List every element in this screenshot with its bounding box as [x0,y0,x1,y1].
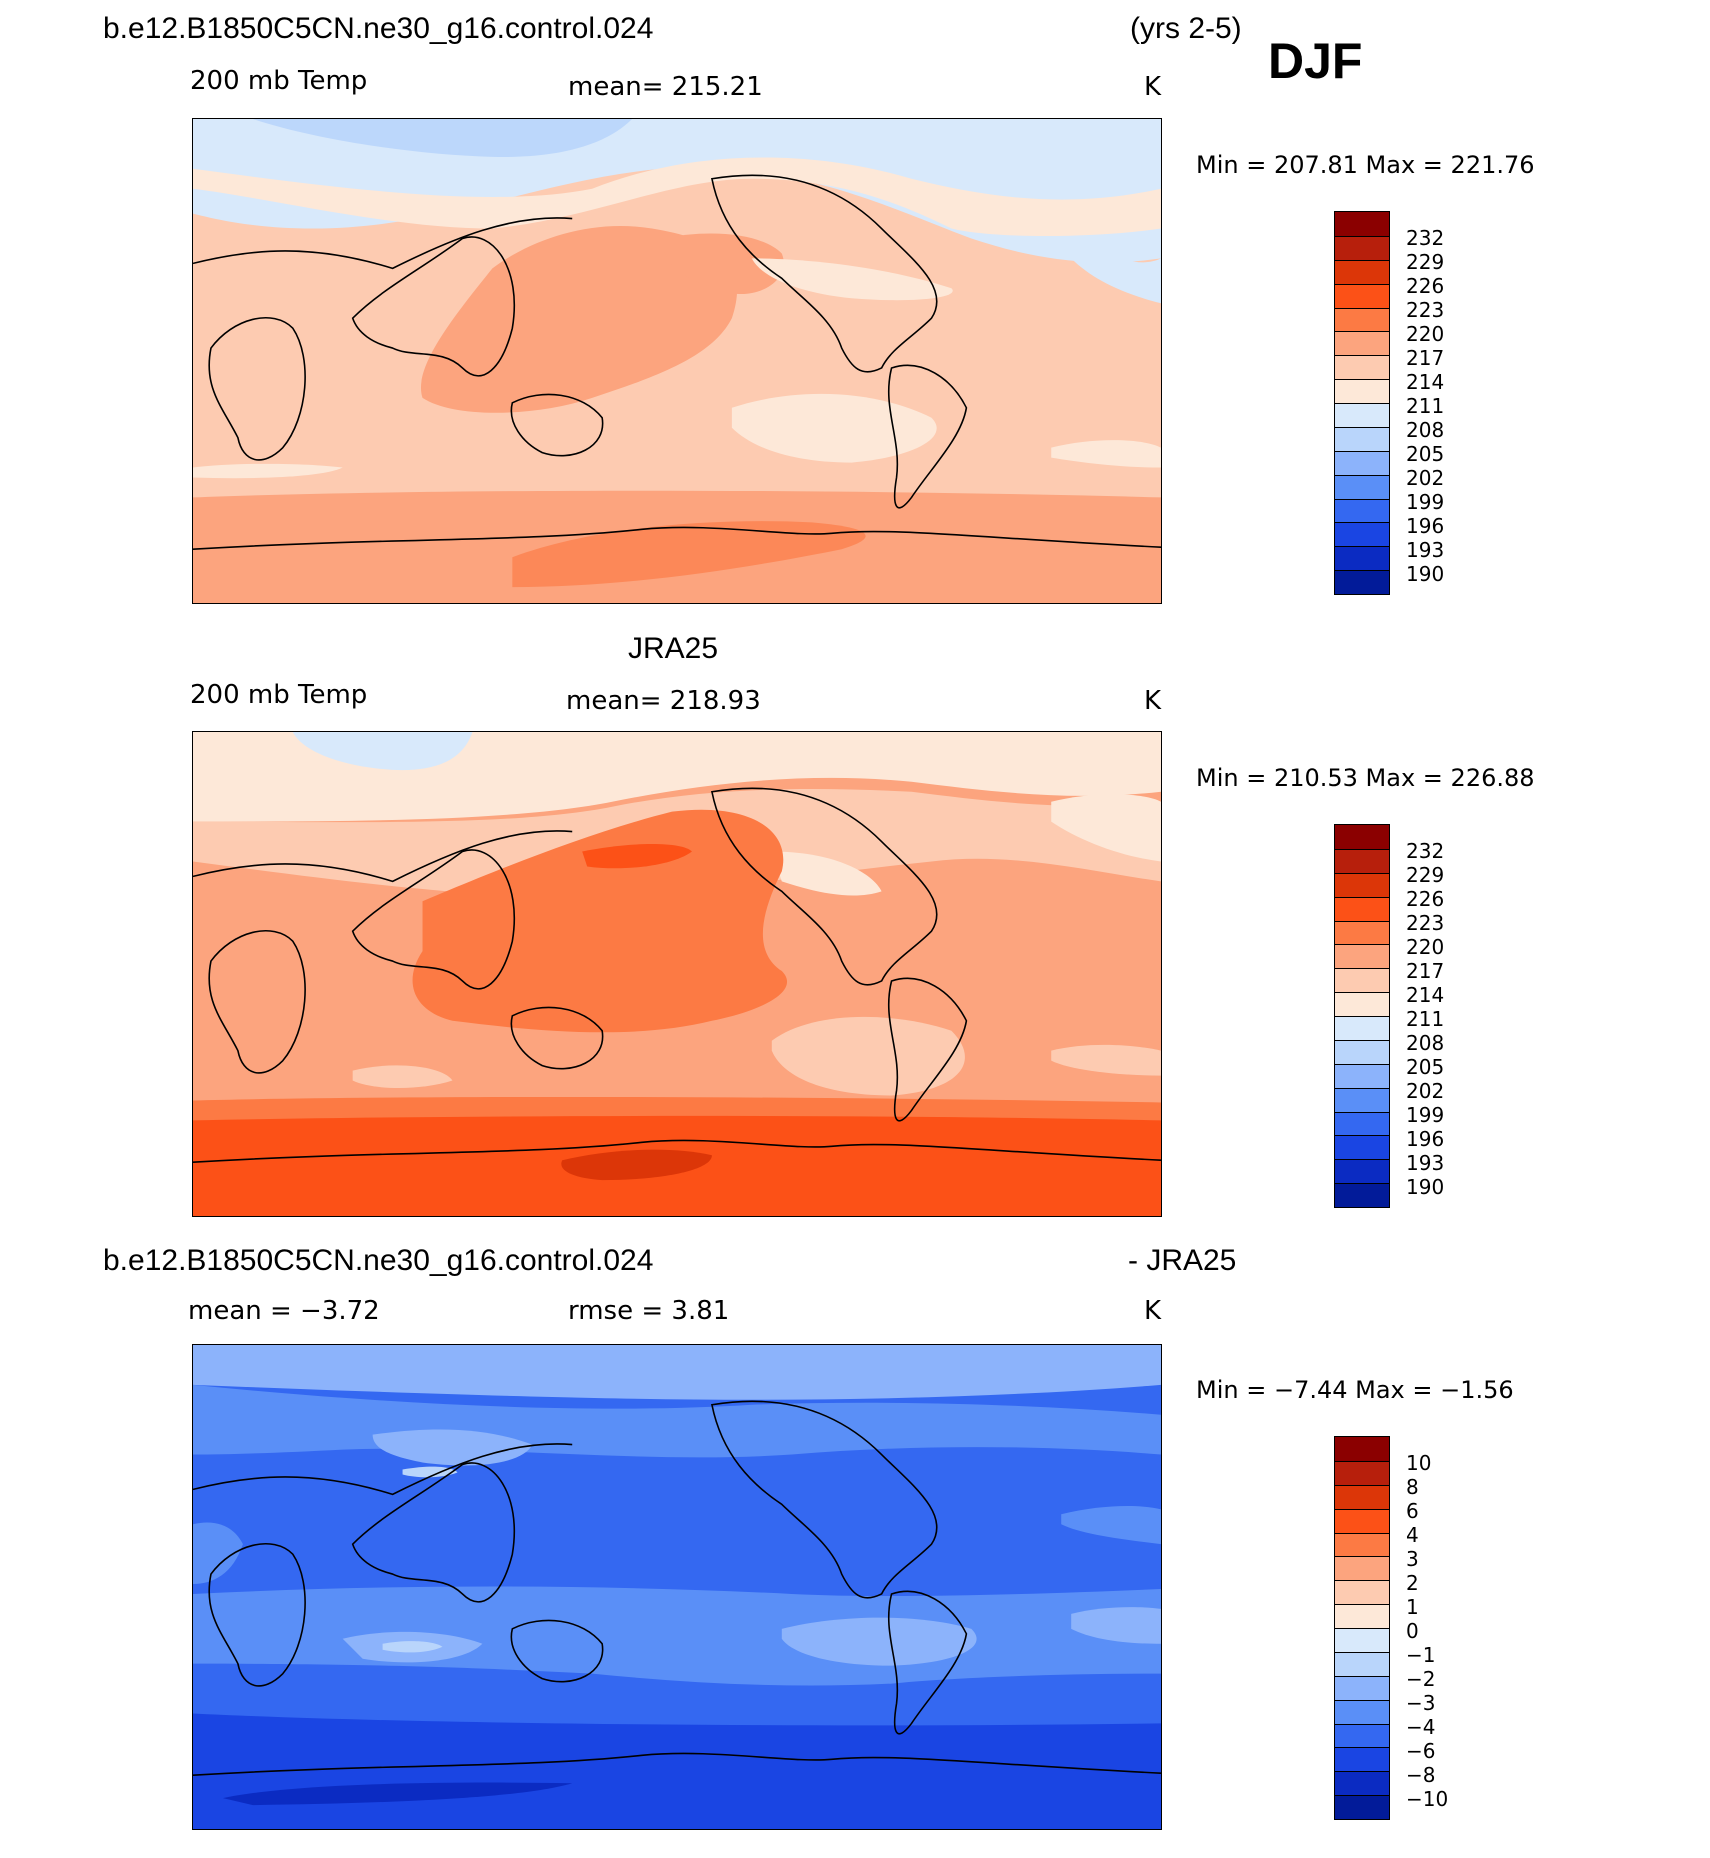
cbar-tick: 8 [1406,1475,1419,1499]
cbar-tick: 1 [1406,1595,1419,1619]
cbar-tick: 214 [1406,983,1445,1007]
cbar-tick: 202 [1406,1079,1445,1103]
cbar-tick: 217 [1406,346,1445,370]
cbar-tick: −1 [1406,1643,1436,1667]
panel1-colorbar [1334,211,1390,595]
cbar-tick: 217 [1406,959,1445,983]
cbar-tick: 6 [1406,1499,1419,1523]
cbar-tick: 211 [1406,1007,1445,1031]
cbar-tick: 4 [1406,1523,1419,1547]
cbar-tick: 0 [1406,1619,1419,1643]
panel2-variable: 200 mb Temp [190,680,368,710]
cbar-tick: 205 [1406,1055,1445,1079]
season-label: DJF [1268,33,1363,89]
cbar-tick: 223 [1406,911,1445,935]
cbar-tick: 220 [1406,322,1445,346]
cbar-tick: 193 [1406,1151,1445,1175]
panel2-title: JRA25 [628,632,719,665]
panel3-title-left: b.e12.B1850C5CN.ne30_g16.control.024 [103,1244,654,1277]
panel3-units: K [1144,1296,1162,1326]
cbar-tick: 202 [1406,466,1445,490]
cbar-tick: 193 [1406,538,1445,562]
cbar-tick: 232 [1406,839,1445,863]
cbar-tick: 205 [1406,442,1445,466]
cbar-tick: −4 [1406,1715,1436,1739]
cbar-tick: −2 [1406,1667,1436,1691]
panel1-minmax: Min = 207.81 Max = 221.76 [1196,151,1535,179]
cbar-tick: 199 [1406,1103,1445,1127]
cbar-tick: 232 [1406,226,1445,250]
panel2-map [192,731,1162,1217]
panel3-map [192,1344,1162,1830]
panel2-minmax: Min = 210.53 Max = 226.88 [1196,764,1535,792]
cbar-tick: 208 [1406,418,1445,442]
years-label: (yrs 2-5) [1130,12,1242,45]
panel2-units: K [1144,686,1162,716]
case-title: b.e12.B1850C5CN.ne30_g16.control.024 [103,12,654,45]
cbar-tick: 196 [1406,514,1445,538]
panel3-mean: mean = −3.72 [188,1296,380,1326]
panel3-title-right: - JRA25 [1128,1244,1237,1277]
panel2-mean: mean= 218.93 [566,686,761,716]
cbar-tick: 190 [1406,562,1445,586]
panel2-colorbar [1334,824,1390,1208]
panel1-variable: 200 mb Temp [190,66,368,96]
panel1-map [192,118,1162,604]
cbar-tick: 220 [1406,935,1445,959]
cbar-tick: 223 [1406,298,1445,322]
cbar-tick: 208 [1406,1031,1445,1055]
cbar-tick: 199 [1406,490,1445,514]
cbar-tick: 229 [1406,863,1445,887]
cbar-tick: 226 [1406,887,1445,911]
panel3-colorbar [1334,1436,1390,1820]
cbar-tick: 10 [1406,1451,1432,1475]
cbar-tick: 229 [1406,250,1445,274]
cbar-tick: 214 [1406,370,1445,394]
panel3-rmse: rmse = 3.81 [568,1296,730,1326]
cbar-tick: 190 [1406,1175,1445,1199]
cbar-tick: −8 [1406,1763,1436,1787]
panel3-minmax: Min = −7.44 Max = −1.56 [1196,1376,1514,1404]
panel1-units: K [1144,72,1162,102]
cbar-tick: −6 [1406,1739,1436,1763]
cbar-tick: −10 [1406,1787,1449,1811]
cbar-tick: 196 [1406,1127,1445,1151]
cbar-tick: 226 [1406,274,1445,298]
cbar-tick: −3 [1406,1691,1436,1715]
cbar-tick: 2 [1406,1571,1419,1595]
cbar-tick: 211 [1406,394,1445,418]
cbar-tick: 3 [1406,1547,1419,1571]
panel1-mean: mean= 215.21 [568,72,763,102]
